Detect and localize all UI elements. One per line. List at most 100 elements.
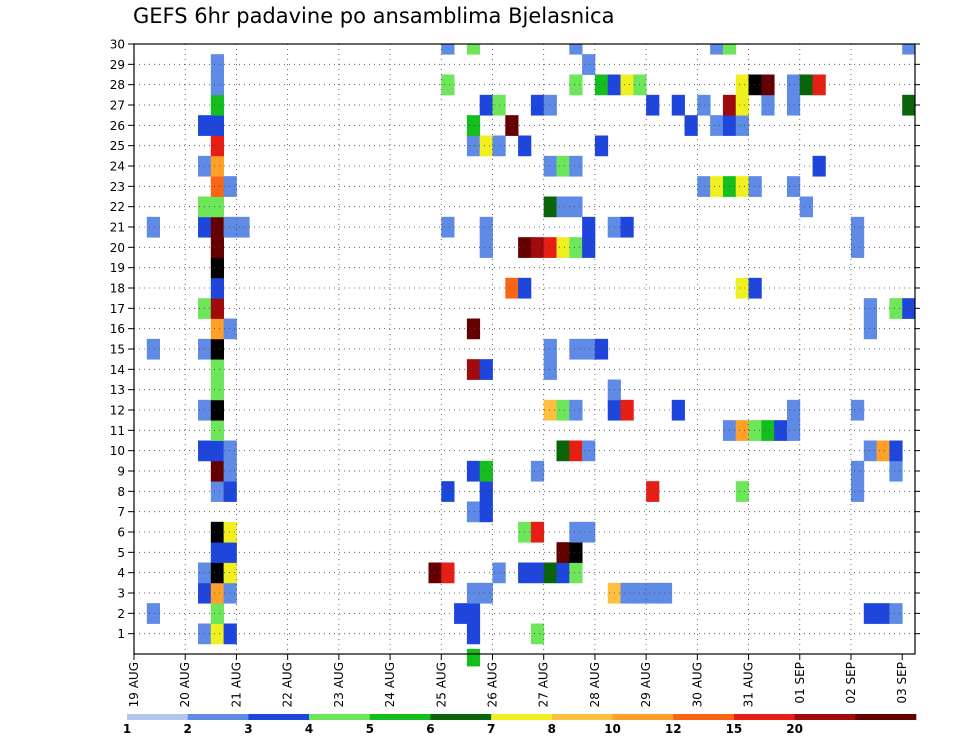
heatmap-cell	[210, 603, 225, 624]
x-tick-label: 28 AUG	[588, 662, 602, 707]
heatmap-cell	[697, 94, 711, 116]
heatmap-cell	[210, 54, 225, 75]
y-tick-label: 11	[110, 424, 125, 438]
heatmap-cell	[735, 115, 749, 136]
heatmap-cell	[210, 277, 225, 299]
x-tick-label: 20 AUG	[178, 662, 192, 707]
colorbar-label: 1	[123, 722, 131, 736]
cell-layer	[146, 44, 916, 667]
colorbar-label: 7	[487, 722, 495, 736]
heatmap-cell	[735, 94, 749, 116]
colorbar-label: 2	[184, 722, 192, 736]
y-tick-label: 27	[110, 99, 125, 113]
y-tick-label: 22	[110, 200, 125, 214]
heatmap-cell	[530, 623, 545, 645]
heatmap-cell	[441, 216, 455, 238]
x-tick-label: 27 AUG	[537, 662, 551, 707]
heatmap-cell	[735, 74, 749, 96]
chart-title: GEFS 6hr padavine po ansamblima Bjelasni…	[133, 4, 615, 28]
heatmap-cell	[543, 359, 557, 380]
x-tick-label: 30 AUG	[690, 662, 704, 707]
x-tick-label: 21 AUG	[229, 662, 243, 707]
heatmap-cell	[556, 237, 570, 258]
heatmap-cell	[710, 115, 724, 136]
colorbar-swatch	[794, 714, 856, 720]
heatmap-cell	[889, 440, 903, 462]
colorbar: 1 2 3 4 5 6 7 8 10 12 15 20	[123, 714, 917, 736]
heatmap-cell	[543, 155, 557, 177]
heatmap-cell	[774, 420, 788, 441]
heatmap-cell	[466, 44, 481, 55]
y-tick-label: 14	[110, 363, 125, 377]
heatmap-cell	[210, 460, 225, 482]
heatmap-cell	[710, 44, 724, 55]
y-tick-label: 21	[110, 221, 125, 235]
heatmap-cell	[479, 237, 493, 258]
heatmap-cell	[850, 237, 865, 258]
heatmap-cell	[620, 399, 634, 421]
y-tick-label: 2	[117, 607, 125, 621]
heatmap-cell	[902, 94, 916, 116]
heatmap-cell	[646, 94, 660, 116]
heatmap-cell	[223, 216, 237, 238]
heatmap-cell	[505, 115, 519, 136]
heatmap-cell	[556, 196, 570, 218]
heatmap-cell	[466, 501, 481, 523]
heatmap-cell	[594, 338, 609, 360]
heatmap-cell	[582, 216, 596, 238]
colorbar-label: 20	[786, 722, 803, 736]
x-tick-label: 02 SEP	[844, 662, 858, 704]
colorbar-swatch	[551, 714, 613, 720]
heatmap-cell	[850, 460, 865, 482]
colorbar-label: 5	[366, 722, 374, 736]
y-tick-label: 19	[110, 261, 125, 275]
y-tick-label: 12	[110, 404, 125, 418]
heatmap-cell	[236, 216, 250, 238]
heatmap-cell	[850, 481, 865, 502]
y-tick-label: 18	[110, 282, 125, 296]
heatmap-cell	[210, 115, 225, 136]
heatmap-cell	[479, 460, 493, 482]
heatmap-cell	[146, 338, 160, 360]
heatmap-cell	[569, 44, 583, 55]
heatmap-cell	[210, 420, 225, 441]
heatmap-cell	[223, 582, 237, 604]
colorbar-swatch	[187, 714, 249, 720]
heatmap-cell	[479, 481, 493, 502]
heatmap-cell	[850, 399, 865, 421]
heatmap-cell	[556, 542, 570, 563]
colorbar-swatch	[430, 714, 492, 720]
y-tick-label: 8	[117, 485, 125, 499]
heatmap-cell	[210, 176, 225, 197]
heatmap-cell	[786, 74, 801, 96]
heatmap-cell	[748, 176, 762, 197]
heatmap-cell	[146, 216, 160, 238]
heatmap-cell	[569, 237, 583, 258]
heatmap-cell	[569, 399, 583, 421]
heatmap-cell	[530, 521, 545, 543]
y-tick-label: 10	[110, 444, 125, 458]
y-tick-label: 4	[117, 566, 125, 580]
colorbar-swatch	[855, 714, 917, 720]
heatmap-cell	[671, 399, 685, 421]
heatmap-cell	[530, 237, 545, 258]
heatmap-cell	[646, 481, 660, 502]
heatmap-cell	[761, 74, 775, 96]
heatmap-cell	[543, 94, 557, 116]
y-tick-label: 25	[110, 139, 125, 153]
x-tick-label: 03 SEP	[895, 662, 909, 704]
heatmap-cell	[850, 216, 865, 238]
heatmap-cell	[223, 460, 237, 482]
heatmap-cell	[210, 237, 225, 258]
x-tick-label: 19 AUG	[127, 662, 141, 707]
heatmap-cell	[210, 359, 225, 380]
heatmap-cell	[569, 338, 583, 360]
heatmap-cell	[582, 521, 596, 543]
colorbar-label: 10	[604, 722, 621, 736]
heatmap-cell	[223, 562, 237, 584]
heatmap-cell	[466, 460, 481, 482]
colorbar-label: 15	[726, 722, 743, 736]
heatmap-cell	[863, 298, 877, 319]
heatmap-cell	[889, 298, 903, 319]
heatmap-cell	[210, 338, 225, 360]
